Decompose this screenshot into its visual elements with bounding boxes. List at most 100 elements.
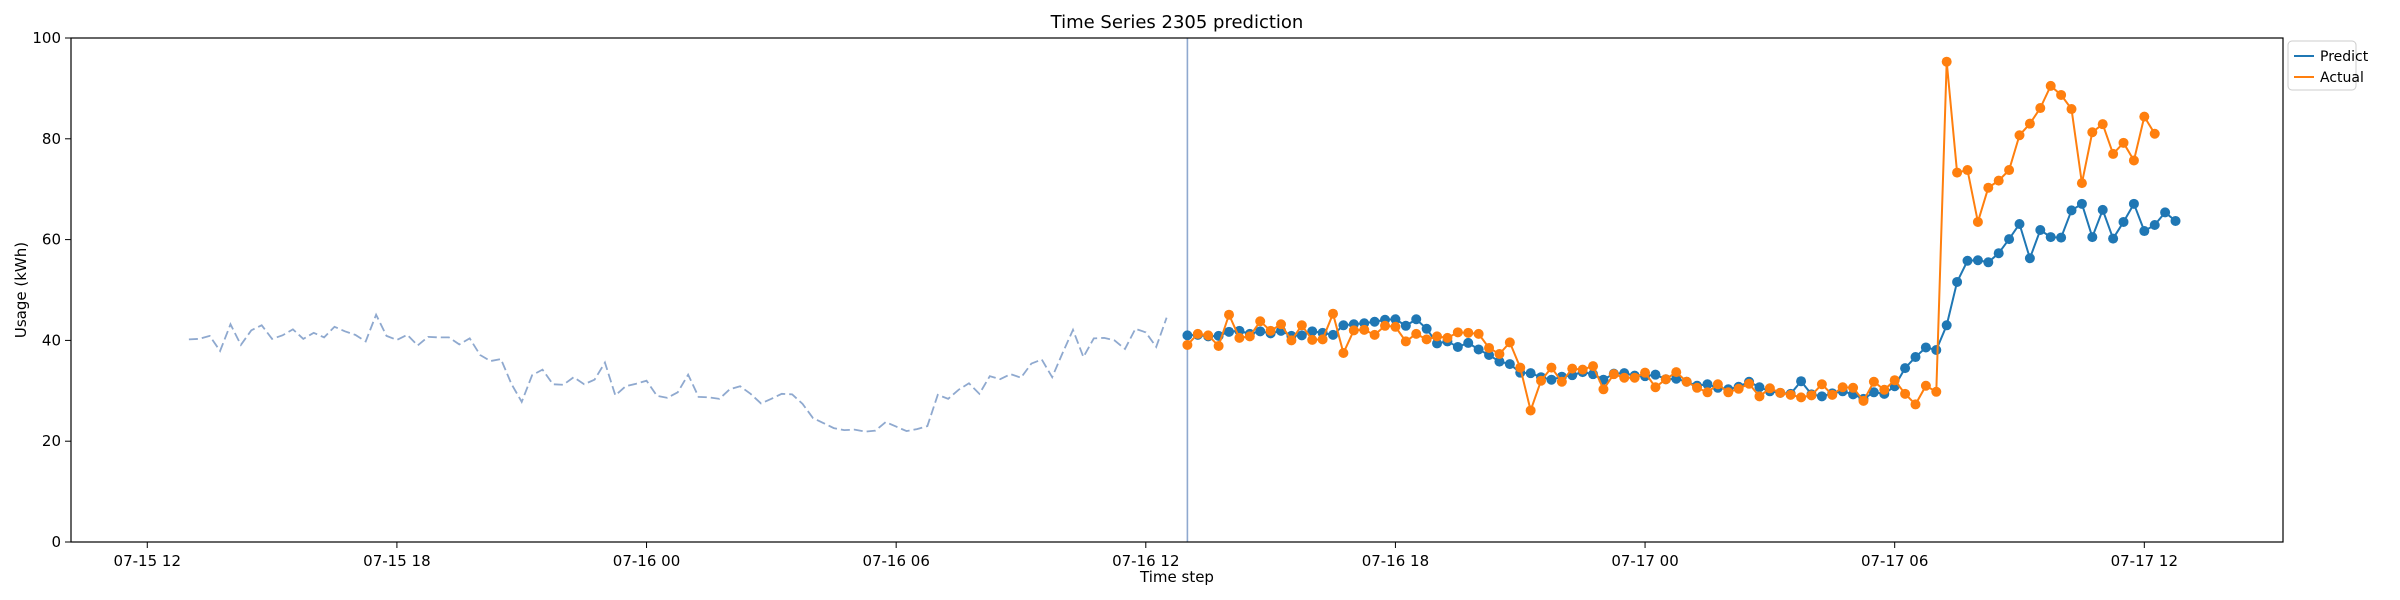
data-point <box>1411 314 1422 325</box>
data-point <box>2056 89 2067 100</box>
data-point <box>1338 348 1349 358</box>
data-point <box>1390 314 1401 325</box>
axes: 0 20 40 60 80 100 07-15 12 07-15 18 07-16 00 07-1… <box>32 29 2284 570</box>
data-point <box>1993 248 2004 259</box>
x-tick-label: 07-15 12 <box>114 552 181 570</box>
data-point <box>1182 339 1193 350</box>
data-point <box>2014 130 2025 141</box>
data-point <box>1702 379 1713 390</box>
data-point <box>1816 391 1827 402</box>
data-point <box>1515 362 1526 373</box>
data-point <box>1369 316 1380 327</box>
legend-label: Actual <box>2320 70 2364 86</box>
data-point <box>1390 321 1401 332</box>
data-point <box>2087 232 2098 243</box>
data-point <box>1359 324 1370 335</box>
data-point <box>1941 56 1952 67</box>
data-point <box>2149 219 2160 230</box>
chart-title: Time Series 2305 prediction <box>1050 12 1304 33</box>
data-point <box>2035 225 2046 236</box>
data-point <box>1671 367 1682 378</box>
data-point <box>2170 215 2181 226</box>
data-point <box>2097 119 2108 130</box>
data-point <box>1692 382 1703 393</box>
data-point <box>1868 376 1879 387</box>
data-point <box>2066 104 2077 115</box>
data-point <box>2066 205 2077 216</box>
data-point <box>1962 255 1973 266</box>
series-group <box>1182 56 2181 416</box>
data-point <box>1931 344 1942 355</box>
y-axis-label: Usage (kWh) <box>12 242 30 338</box>
data-point <box>1848 382 1859 393</box>
data-point <box>2118 137 2129 148</box>
data-point <box>1244 331 1255 342</box>
data-point <box>2160 207 2171 218</box>
data-point <box>1608 369 1619 380</box>
data-point <box>2108 233 2119 244</box>
data-point <box>1296 320 1307 331</box>
data-point <box>1484 342 1495 353</box>
data-point <box>1827 389 1838 400</box>
series-line <box>1186 61 2156 414</box>
data-point <box>1234 332 1245 343</box>
data-point <box>2076 198 2087 209</box>
data-point <box>1900 388 1911 399</box>
data-point <box>1307 334 1318 345</box>
data-point <box>1910 399 1921 410</box>
x-tick-label: 07-16 18 <box>1362 552 1429 570</box>
data-point <box>2108 148 2119 159</box>
data-point <box>1962 165 1973 176</box>
data-point <box>1452 327 1463 338</box>
data-point <box>1733 383 1744 394</box>
data-point <box>1265 325 1276 336</box>
series-actual <box>1182 56 2160 416</box>
data-point <box>1640 367 1651 378</box>
data-point <box>1920 380 1931 391</box>
data-point <box>1744 378 1755 389</box>
y-tick-label: 20 <box>42 432 61 450</box>
history-line <box>188 312 1168 433</box>
legend: Predict Actual <box>2287 40 2369 91</box>
data-point <box>2149 128 2160 139</box>
data-point <box>1203 330 1214 341</box>
data-point <box>1567 363 1578 374</box>
data-point <box>1484 350 1495 361</box>
data-point <box>1307 326 1318 337</box>
data-point <box>2035 103 2046 114</box>
x-tick-label: 07-16 06 <box>862 552 929 570</box>
data-point <box>1317 334 1328 345</box>
data-point <box>1577 364 1588 375</box>
data-point <box>2128 198 2139 209</box>
data-point <box>1504 359 1515 370</box>
data-point <box>1983 257 1994 268</box>
data-point <box>1796 392 1807 403</box>
y-tick-label: 60 <box>42 231 61 249</box>
data-point <box>1192 328 1203 339</box>
data-point <box>1775 387 1786 398</box>
data-point <box>1952 167 1963 178</box>
data-point <box>2118 216 2129 227</box>
data-point <box>1224 326 1235 337</box>
data-point <box>1546 374 1557 385</box>
data-point <box>1421 334 1432 345</box>
data-point <box>1182 330 1193 341</box>
data-point <box>1681 376 1692 387</box>
data-point <box>1276 319 1287 330</box>
data-point <box>1723 387 1734 398</box>
data-point <box>1473 344 1484 355</box>
y-tick-label: 80 <box>42 130 61 148</box>
data-point <box>1816 379 1827 390</box>
x-tick-label: 07-16 12 <box>1112 552 1179 570</box>
data-point <box>2097 204 2108 215</box>
data-point <box>1598 384 1609 395</box>
data-point <box>2139 111 2150 122</box>
data-point <box>1463 337 1474 348</box>
x-tick-label: 07-16 00 <box>613 552 680 570</box>
data-point <box>1556 376 1567 387</box>
series-predict <box>1182 198 2181 404</box>
data-point <box>1400 320 1411 331</box>
data-point <box>2014 218 2025 229</box>
data-point <box>1546 362 1557 373</box>
